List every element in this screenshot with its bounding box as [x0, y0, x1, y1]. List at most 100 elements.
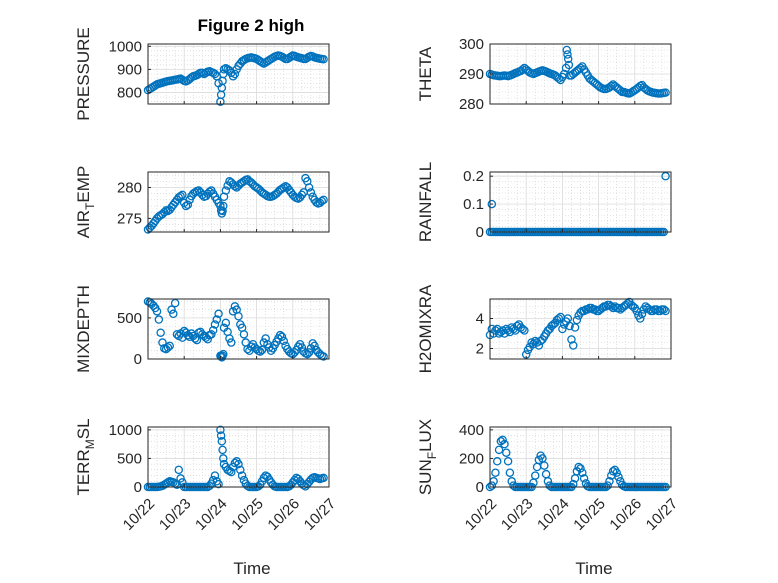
data-point	[498, 435, 507, 445]
data-point	[576, 464, 585, 473]
data-point	[312, 198, 321, 207]
data-point	[158, 338, 167, 347]
data-point	[217, 437, 227, 446]
x-tick-label: 10/27	[643, 495, 682, 534]
y-tick-label: 290	[459, 66, 484, 83]
y-axis-label: TERRMSL	[74, 418, 97, 495]
y-tick-label: 4	[476, 311, 484, 328]
data-point	[208, 325, 218, 335]
data-point	[319, 54, 328, 64]
data-point	[255, 347, 265, 356]
data-point	[246, 342, 256, 351]
axes-frame	[147, 171, 330, 233]
data-point	[214, 309, 223, 319]
y-tick-label: 300	[459, 36, 484, 53]
data-point	[661, 171, 670, 181]
x-tick-label: 10/26	[264, 495, 303, 534]
y-axis-label: PRESSURE	[74, 27, 93, 121]
data-point	[491, 468, 500, 477]
data-point	[219, 454, 228, 463]
data-point	[564, 60, 574, 70]
panel-air-temp: 275 280 AIRTEMP	[74, 166, 330, 238]
data-point	[317, 196, 327, 206]
data-point	[219, 201, 228, 211]
panel-rainfall: 0 0.1 0.2 RAINFALL	[416, 162, 672, 242]
data-point	[163, 343, 173, 352]
data-point	[218, 206, 227, 216]
data-point	[208, 475, 218, 485]
data-point	[607, 81, 616, 91]
data-point	[170, 298, 180, 308]
axes-frame	[489, 171, 672, 233]
y-tick-label: 800	[117, 84, 142, 101]
data-point	[297, 190, 307, 200]
data-point	[563, 314, 573, 323]
panel-mixdepth: 0 500 MIXDEPTH	[74, 285, 330, 373]
data-point	[230, 181, 240, 191]
data-point	[261, 334, 270, 343]
axes-frame	[147, 426, 330, 488]
data-point	[212, 315, 222, 324]
data-point	[304, 183, 314, 192]
axes-frame	[147, 43, 330, 105]
data-point	[236, 465, 245, 475]
data-point	[221, 186, 231, 195]
y-axis-label: RAINFALL	[416, 162, 435, 242]
data-point	[169, 309, 178, 319]
data-point	[227, 467, 236, 477]
data-point	[214, 479, 223, 489]
y-tick-label: 0.2	[463, 168, 484, 185]
x-tick-label: 10/25	[570, 495, 609, 534]
data-point	[572, 315, 582, 325]
data-point	[579, 474, 589, 483]
data-point	[310, 341, 319, 351]
data-point	[218, 445, 227, 455]
data-point	[531, 471, 540, 480]
y-axis-label: THETA	[416, 46, 435, 101]
y-tick-label: 500	[117, 310, 142, 327]
y-tick-label: 275	[117, 210, 142, 227]
data-point	[210, 69, 220, 79]
y-tick-label: 400	[459, 422, 484, 439]
x-tick-label: 10/25	[228, 495, 267, 534]
panel-pressure: 800 900 1000 PRESSURE	[74, 27, 330, 121]
data-point	[234, 312, 243, 321]
data-point	[570, 323, 580, 332]
data-point	[487, 481, 497, 490]
x-tick-label: 10/23	[498, 495, 537, 534]
data-point	[503, 457, 513, 466]
data-point	[603, 481, 612, 490]
x-tick-label: 10/22	[120, 495, 159, 534]
y-tick-label: 0	[476, 224, 484, 241]
data-point	[614, 472, 623, 482]
data-point	[198, 190, 207, 200]
data-point	[565, 321, 574, 331]
figure-title: Figure 2 high	[198, 16, 305, 35]
data-point	[257, 58, 267, 67]
y-tick-label: 2	[476, 341, 484, 358]
data-point	[219, 349, 228, 359]
data-point	[219, 65, 229, 74]
data-point	[518, 324, 527, 334]
data-point	[569, 341, 578, 350]
data-point	[518, 65, 527, 74]
x-tick-label: 10/26	[606, 495, 645, 534]
data-point	[492, 457, 502, 466]
y-tick-label: 500	[117, 450, 142, 467]
data-point	[554, 314, 564, 323]
y-axis-label: SUNFLUX	[416, 419, 439, 495]
data-point	[487, 199, 497, 209]
x-axis-label-left: Time	[233, 559, 270, 578]
y-tick-label: 1000	[109, 38, 142, 55]
data-point	[225, 334, 234, 343]
data-point	[569, 479, 578, 489]
data-point	[505, 468, 515, 477]
y-tick-label: 900	[117, 61, 142, 78]
y-axis-label: MIXDEPTH	[74, 285, 93, 373]
y-tick-label: 200	[459, 450, 484, 467]
x-tick-label: 10/27	[301, 495, 340, 534]
data-point	[160, 207, 169, 217]
data-point	[319, 473, 328, 483]
